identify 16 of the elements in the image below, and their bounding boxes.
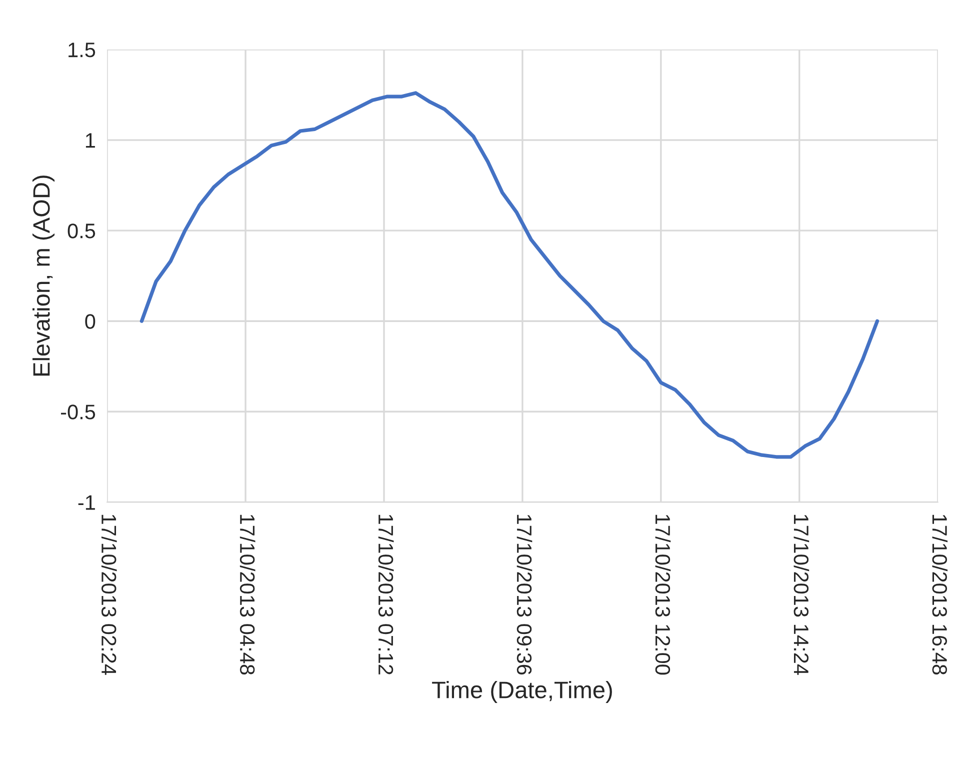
- y-tick-label: 0: [85, 314, 96, 329]
- y-axis-title: Elevation, m (AOD): [32, 176, 54, 376]
- x-tick-label: 17/10/2013 07:12: [378, 514, 394, 674]
- x-tick-label: 17/10/2013 04:48: [240, 514, 256, 675]
- y-tick-label: 1: [86, 133, 95, 148]
- y-tick-label: 1.5: [68, 42, 96, 58]
- x-tick-label: 17/10/2013 12:00: [655, 514, 671, 675]
- y-tick-label: 0.5: [68, 224, 96, 238]
- x-axis-title: Time (Date,Time): [432, 681, 612, 703]
- x-tick-label: 17/10/2013 09:36: [516, 514, 532, 675]
- line-series: [140, 91, 880, 459]
- y-tick-label: -0.5: [60, 404, 96, 420]
- x-tick-label: 17/10/2013 02:24: [101, 514, 117, 675]
- x-tick-label: 17/10/2013 14:24: [794, 514, 810, 675]
- x-tick-label: 17/10/2013 16:48: [932, 514, 948, 675]
- y-tick-label: -1: [78, 495, 95, 510]
